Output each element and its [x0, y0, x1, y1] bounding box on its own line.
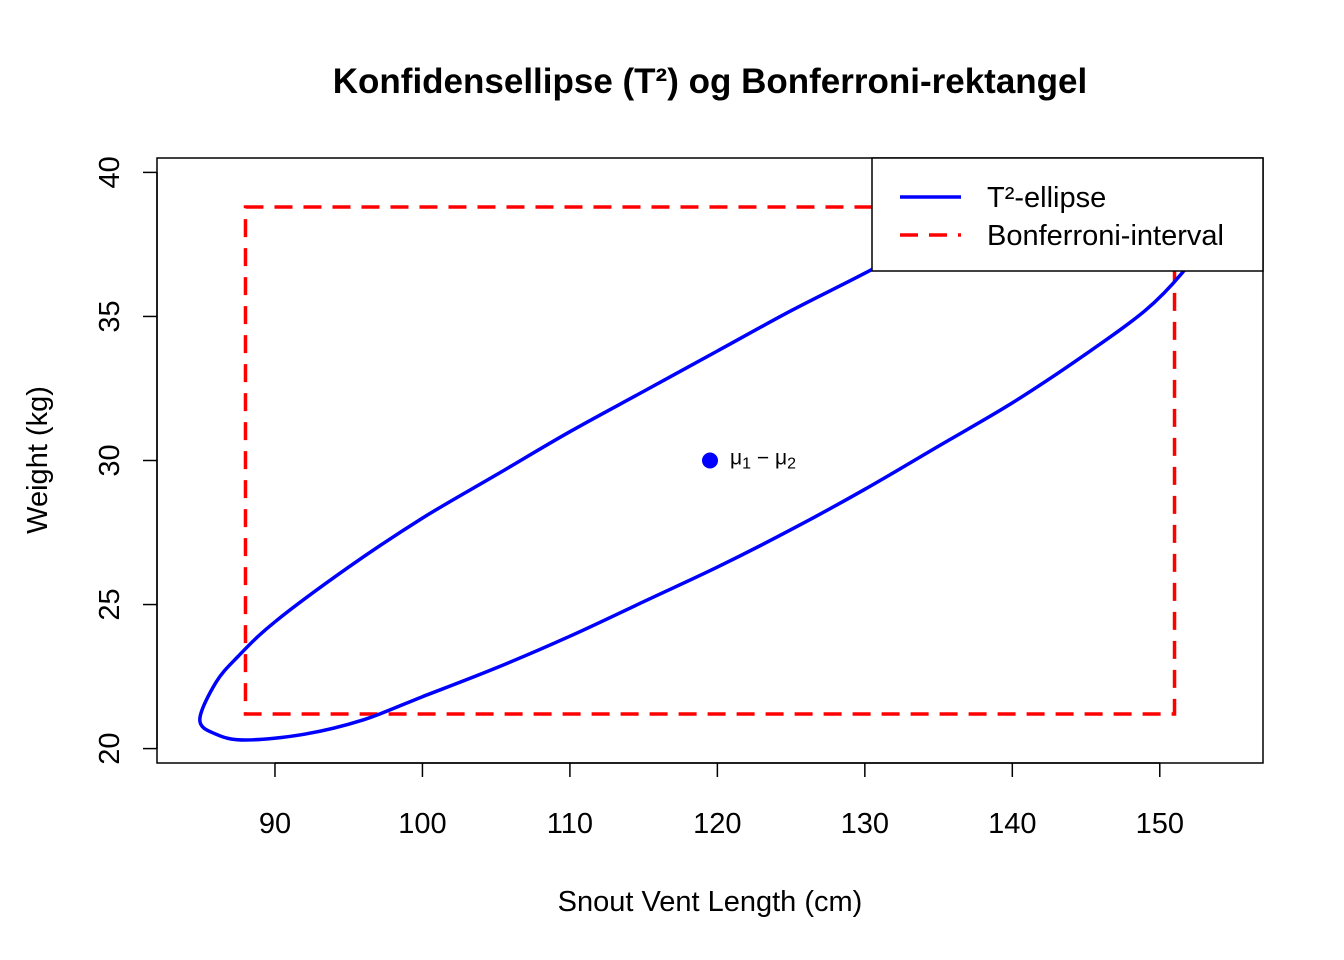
- x-tick-label: 130: [841, 808, 889, 840]
- y-axis: 20 25 30 35 40: [94, 156, 158, 765]
- legend: T²-ellipse Bonferroni-interval: [871, 157, 1264, 272]
- x-tick-label: 90: [259, 808, 291, 840]
- x-tick-label: 100: [398, 808, 446, 840]
- y-tick-label: 35: [94, 300, 126, 332]
- center-point-label: μ1 − μ2: [730, 447, 796, 473]
- legend-label-bonferroni: Bonferroni-interval: [987, 220, 1224, 252]
- y-tick-label: 25: [94, 588, 126, 620]
- x-tick-label: 140: [988, 808, 1036, 840]
- y-tick-label: 40: [94, 156, 126, 188]
- y-axis-label: Weight (kg): [22, 386, 54, 534]
- x-axis: 90 100 110 120 130 140 150: [259, 762, 1184, 840]
- x-tick-label: 120: [693, 808, 741, 840]
- chart-title: Konfidensellipse (T²) og Bonferroni-rekt…: [333, 62, 1087, 101]
- bonferroni-rectangle: [243, 205, 1177, 716]
- y-tick-label: 20: [94, 732, 126, 764]
- y-tick-label: 30: [94, 444, 126, 476]
- x-tick-label: 150: [1136, 808, 1184, 840]
- x-tick-label: 110: [547, 808, 593, 840]
- legend-label-ellipse: T²-ellipse: [987, 182, 1106, 214]
- legend-box: [871, 157, 1264, 272]
- x-axis-label: Snout Vent Length (cm): [558, 886, 863, 918]
- center-point: [702, 452, 718, 469]
